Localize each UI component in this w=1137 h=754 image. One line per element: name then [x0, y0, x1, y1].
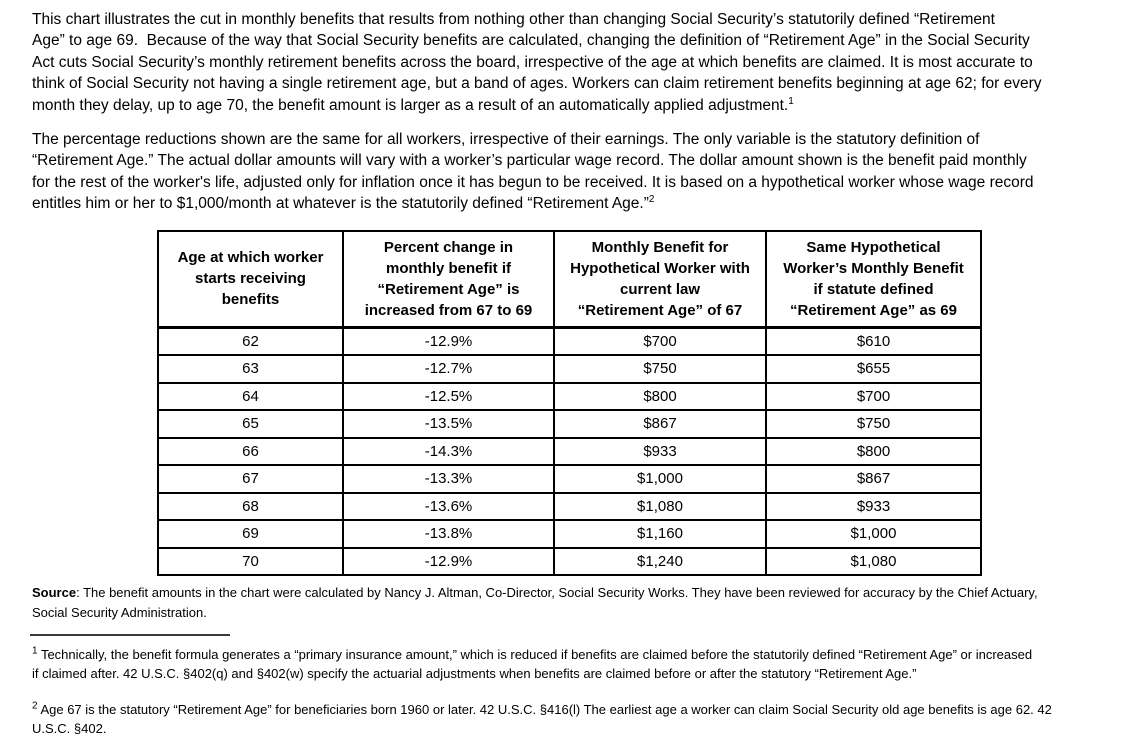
- table-row: 69 -13.8% $1,160 $1,000: [157, 519, 982, 549]
- paragraph-text: This chart illustrates the cut in monthl…: [32, 11, 1042, 114]
- table-cell: $800: [765, 436, 982, 467]
- table-row: 63 -12.7% $750 $655: [157, 354, 982, 384]
- table-cell: $1,080: [765, 546, 982, 577]
- table-cell: $867: [765, 464, 982, 494]
- table-row: 64 -12.5% $800 $700: [157, 381, 982, 412]
- table-cell: -14.3%: [342, 436, 555, 467]
- table-cell: -12.5%: [342, 381, 555, 412]
- footnote-text: Technically, the benefit formula generat…: [32, 647, 1033, 682]
- benefits-table-body: 62 -12.9% $700 $610 63 -12.7% $750 $655 64 -12.5%…: [157, 326, 982, 577]
- table-cell: 64: [157, 381, 344, 412]
- table-cell: $933: [765, 491, 982, 522]
- benefits-table: Age at which worker starts receiving ben…: [157, 229, 982, 577]
- intro-paragraph: This chart illustrates the cut in monthl…: [32, 9, 1132, 116]
- table-cell: -13.3%: [342, 464, 555, 494]
- table-cell: $610: [765, 326, 982, 357]
- table-cell: 62: [157, 326, 344, 357]
- table-row: 68 -13.6% $1,080 $933: [157, 491, 982, 522]
- table-row: 65 -13.5% $867 $750: [157, 409, 982, 439]
- footnote-2: 2 Age 67 is the statutory “Retirement Ag…: [32, 700, 1137, 738]
- footnote-ref-2: 2: [648, 194, 655, 206]
- table-cell: $800: [553, 381, 767, 412]
- table-cell: $700: [553, 326, 767, 357]
- table-cell: $867: [553, 409, 767, 439]
- table-cell: $750: [553, 354, 767, 384]
- table-row: 67 -13.3% $1,000 $867: [157, 464, 982, 494]
- column-header-claim-age: Age at which worker starts receiving ben…: [157, 229, 344, 329]
- benefits-table-container: Age at which worker starts receiving ben…: [157, 229, 1137, 577]
- table-cell: 65: [157, 409, 344, 439]
- table-cell: $1,240: [553, 546, 767, 577]
- source-label: Source: [32, 585, 77, 601]
- table-cell: $1,000: [765, 519, 982, 549]
- table-cell: $750: [765, 409, 982, 439]
- footnote-ref-1: 1: [788, 95, 794, 107]
- table-cell: -12.9%: [342, 326, 555, 357]
- table-cell: 69: [157, 519, 344, 549]
- footnote-1: 1 Technically, the benefit formula gener…: [32, 645, 1137, 683]
- table-cell: $700: [765, 381, 982, 412]
- table-row: 66 -14.3% $933 $800: [157, 436, 982, 467]
- table-cell: $933: [553, 436, 767, 467]
- table-header-row: Age at which worker starts receiving ben…: [157, 229, 982, 329]
- source-note: Source: The benefit amounts in the chart…: [32, 583, 1132, 622]
- column-header-percent-change: Percent change in monthly benefit if “Re…: [342, 229, 555, 329]
- explanation-paragraph: The percentage reductions shown are the …: [32, 129, 1132, 215]
- table-cell: 70: [157, 546, 344, 577]
- footnote-marker-1: 1: [32, 645, 38, 657]
- table-cell: -13.5%: [342, 409, 555, 439]
- table-cell: 63: [157, 354, 344, 384]
- table-cell: -12.9%: [342, 546, 555, 577]
- table-cell: -12.7%: [342, 354, 555, 384]
- table-row: 62 -12.9% $700 $610: [157, 326, 982, 357]
- table-row: 70 -12.9% $1,240 $1,080: [157, 546, 982, 577]
- table-cell: $1,160: [553, 519, 767, 549]
- table-cell: 66: [157, 436, 344, 467]
- table-cell: $1,080: [553, 491, 767, 522]
- footnote-marker-2: 2: [32, 700, 38, 712]
- paragraph-text: The percentage reductions shown are the …: [32, 131, 1034, 213]
- table-cell: 68: [157, 491, 344, 522]
- footnote-text: Age 67 is the statutory “Retirement Age”…: [32, 702, 1052, 737]
- column-header-age69-benefit: Same Hypothetical Worker’s Monthly Benef…: [765, 229, 982, 329]
- table-cell: $655: [765, 354, 982, 384]
- document-page: This chart illustrates the cut in monthl…: [30, 9, 1137, 738]
- footnote-separator: [30, 634, 230, 637]
- table-cell: 67: [157, 464, 344, 494]
- table-cell: $1,000: [553, 464, 767, 494]
- column-header-current-law-benefit: Monthly Benefit for Hypothetical Worker …: [553, 229, 767, 329]
- table-cell: -13.6%: [342, 491, 555, 522]
- source-text: : The benefit amounts in the chart were …: [32, 585, 1038, 620]
- table-cell: -13.8%: [342, 519, 555, 549]
